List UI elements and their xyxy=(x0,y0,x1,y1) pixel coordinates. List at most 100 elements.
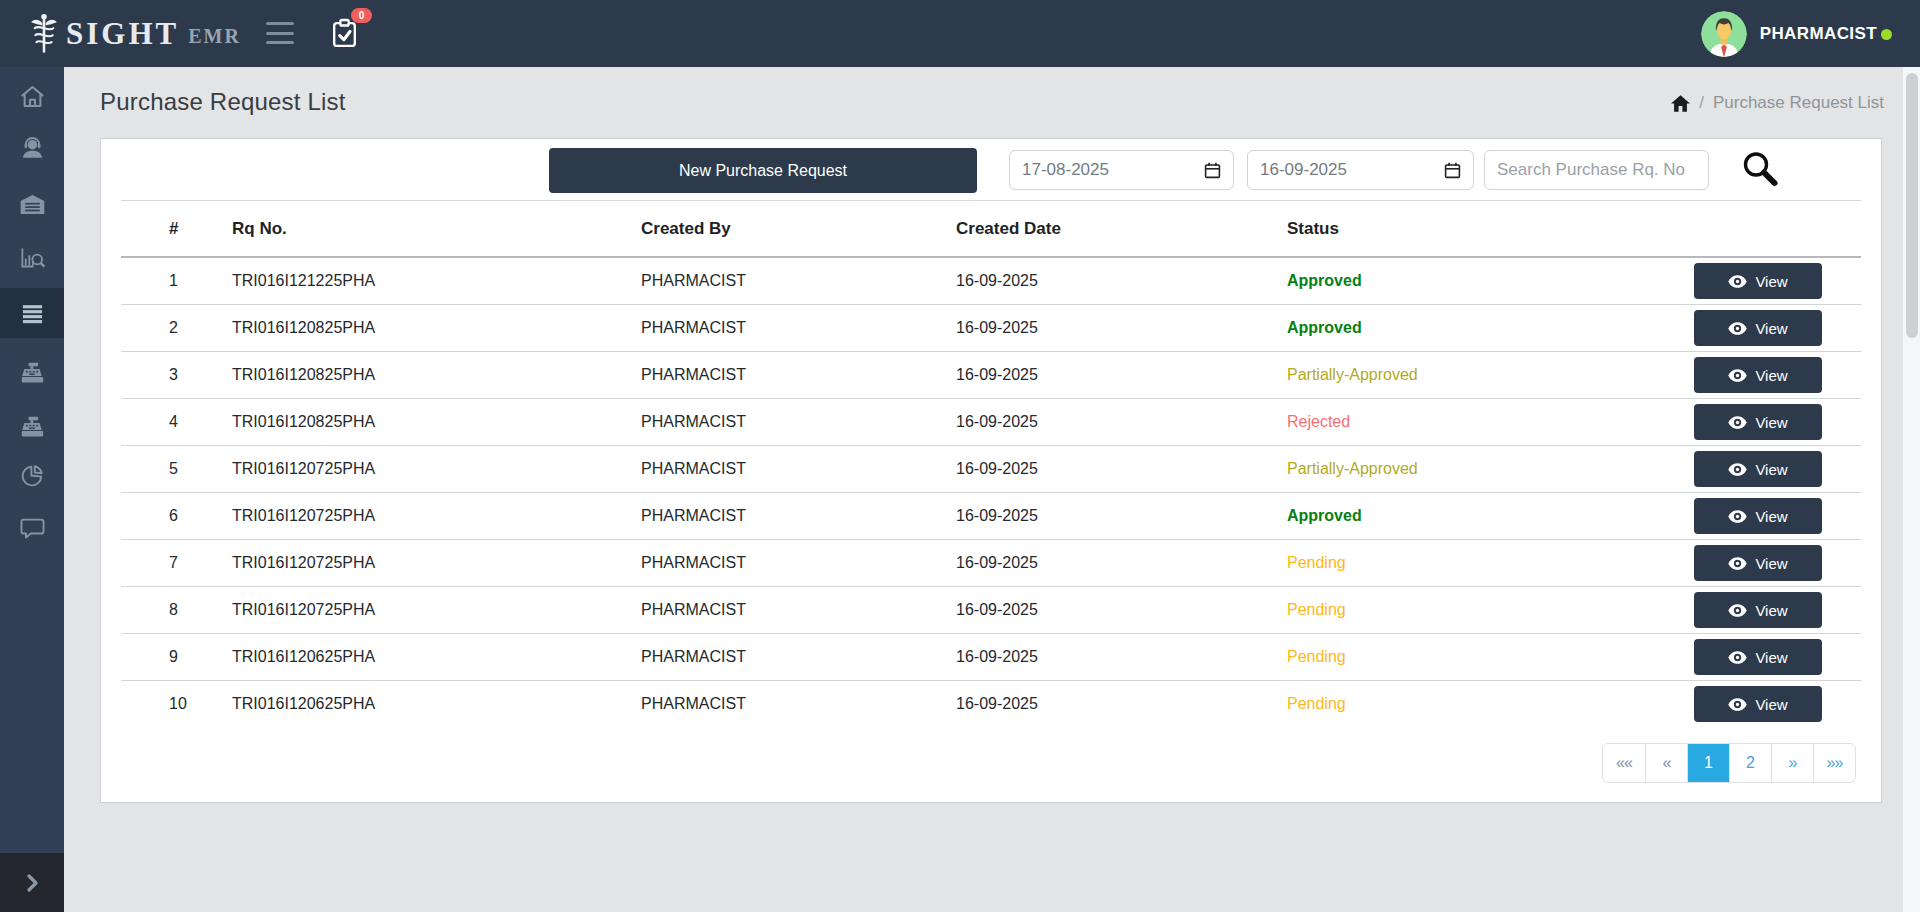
sidebar-item-cash-register[interactable] xyxy=(0,348,64,398)
search-input[interactable]: Search Purchase Rq. No xyxy=(1484,150,1709,190)
cash-register-icon xyxy=(19,360,46,387)
eye-icon xyxy=(1728,322,1747,335)
view-button[interactable]: View xyxy=(1694,357,1822,393)
sidebar-item-cash-register-2[interactable] xyxy=(0,402,64,452)
created-date-cell: 16-09-2025 xyxy=(956,413,1287,431)
status-text: Rejected xyxy=(1287,413,1575,431)
created-by-cell: PHARMACIST xyxy=(641,507,956,525)
table-row: 5 TRI016I120725PHA PHARMACIST 16-09-2025… xyxy=(121,446,1861,493)
breadcrumb: / Purchase Request List xyxy=(1671,93,1884,113)
top-header: SIGHT EMR 0 xyxy=(0,0,1920,67)
new-purchase-request-button[interactable]: New Purchase Request xyxy=(549,148,977,193)
view-button[interactable]: View xyxy=(1694,404,1822,440)
rq-no-cell: TRI016I120725PHA xyxy=(232,460,641,478)
chat-icon xyxy=(19,514,46,541)
row-index: 1 xyxy=(121,272,232,290)
status-text: Pending xyxy=(1287,601,1575,619)
sidebar-item-patients[interactable] xyxy=(0,122,64,172)
sidebar-item-messages[interactable] xyxy=(0,502,64,552)
tasks-button[interactable]: 0 xyxy=(328,17,364,53)
rq-no-cell: TRI016I120625PHA xyxy=(232,695,641,713)
rq-no-cell: TRI016I120725PHA xyxy=(232,554,641,572)
sidebar-item-home[interactable] xyxy=(0,71,64,121)
view-label: View xyxy=(1755,649,1787,666)
purchase-request-table: # Rq No. Created By Created Date Status … xyxy=(121,200,1861,727)
view-button[interactable]: View xyxy=(1694,686,1822,722)
status-text: Approved xyxy=(1287,507,1575,525)
view-button[interactable]: View xyxy=(1694,310,1822,346)
created-by-cell: PHARMACIST xyxy=(641,272,956,290)
breadcrumb-separator: / xyxy=(1699,93,1704,113)
calendar-icon[interactable] xyxy=(1204,162,1221,179)
pagination-prev-button[interactable]: « xyxy=(1645,744,1687,782)
created-by-cell: PHARMACIST xyxy=(641,554,956,572)
pagination-page-1[interactable]: 1 xyxy=(1687,744,1729,782)
calendar-icon[interactable] xyxy=(1444,162,1461,179)
brand-logo[interactable]: SIGHT EMR xyxy=(30,0,241,67)
view-button[interactable]: View xyxy=(1694,592,1822,628)
date-from-input[interactable]: 17-08-2025 xyxy=(1009,150,1234,190)
sidebar-item-report-search[interactable] xyxy=(0,232,64,282)
created-date-cell: 16-09-2025 xyxy=(956,319,1287,337)
row-index: 5 xyxy=(121,460,232,478)
table-row: 8 TRI016I120725PHA PHARMACIST 16-09-2025… xyxy=(121,587,1861,634)
table-row: 10 TRI016I120625PHA PHARMACIST 16-09-202… xyxy=(121,681,1861,727)
sidebar-item-purchase-list[interactable] xyxy=(0,288,64,338)
created-by-cell: PHARMACIST xyxy=(641,413,956,431)
created-by-cell: PHARMACIST xyxy=(641,366,956,384)
actions-cell: View xyxy=(1575,686,1861,722)
chart-search-icon xyxy=(19,244,46,271)
chevron-right-icon xyxy=(20,871,44,895)
created-date-cell: 16-09-2025 xyxy=(956,460,1287,478)
eye-icon xyxy=(1728,604,1747,617)
pagination-next-button[interactable]: » xyxy=(1771,744,1813,782)
actions-cell: View xyxy=(1575,592,1861,628)
search-button[interactable] xyxy=(1739,149,1783,191)
sidebar-nav xyxy=(0,67,64,912)
row-index: 3 xyxy=(121,366,232,384)
row-index: 6 xyxy=(121,507,232,525)
created-date-cell: 16-09-2025 xyxy=(956,695,1287,713)
status-text: Pending xyxy=(1287,695,1575,713)
scrollbar-track[interactable] xyxy=(1902,67,1920,912)
sidebar-item-pie-report[interactable] xyxy=(0,450,64,500)
eye-icon xyxy=(1728,416,1747,429)
view-button[interactable]: View xyxy=(1694,451,1822,487)
view-label: View xyxy=(1755,555,1787,572)
pagination-page-2[interactable]: 2 xyxy=(1729,744,1771,782)
eye-icon xyxy=(1728,369,1747,382)
warehouse-icon xyxy=(19,191,46,218)
hamburger-icon[interactable] xyxy=(266,22,294,44)
view-button[interactable]: View xyxy=(1694,498,1822,534)
created-date-cell: 16-09-2025 xyxy=(956,554,1287,572)
eye-icon xyxy=(1728,651,1747,664)
created-by-cell: PHARMACIST xyxy=(641,460,956,478)
home-icon xyxy=(19,83,46,110)
purchase-request-card: New Purchase Request 17-08-2025 16-09-20… xyxy=(100,138,1882,803)
row-index: 10 xyxy=(121,695,232,713)
table-body: 1 TRI016I121225PHA PHARMACIST 16-09-2025… xyxy=(121,258,1861,727)
home-icon[interactable] xyxy=(1671,95,1690,112)
view-button[interactable]: View xyxy=(1694,545,1822,581)
table-row: 1 TRI016I121225PHA PHARMACIST 16-09-2025… xyxy=(121,258,1861,305)
actions-cell: View xyxy=(1575,357,1861,393)
view-button[interactable]: View xyxy=(1694,639,1822,675)
pagination-last-button[interactable]: »» xyxy=(1813,744,1855,782)
col-header-created-by: Created By xyxy=(641,219,956,239)
user-menu[interactable]: PHARMACIST xyxy=(1701,0,1892,67)
table-row: 4 TRI016I120825PHA PHARMACIST 16-09-2025… xyxy=(121,399,1861,446)
view-label: View xyxy=(1755,273,1787,290)
col-header-rq-no: Rq No. xyxy=(232,219,641,239)
actions-cell: View xyxy=(1575,263,1861,299)
pagination-first-button[interactable]: «« xyxy=(1603,744,1645,782)
date-to-input[interactable]: 16-09-2025 xyxy=(1247,150,1474,190)
sidebar-item-warehouse[interactable] xyxy=(0,179,64,229)
actions-cell: View xyxy=(1575,404,1861,440)
created-by-cell: PHARMACIST xyxy=(641,695,956,713)
sidebar-expand-button[interactable] xyxy=(0,853,64,912)
status-text: Approved xyxy=(1287,319,1575,337)
brand-suffix: EMR xyxy=(188,19,241,48)
view-button[interactable]: View xyxy=(1694,263,1822,299)
date-from-value: 17-08-2025 xyxy=(1022,160,1109,180)
scrollbar-thumb[interactable] xyxy=(1906,73,1918,338)
